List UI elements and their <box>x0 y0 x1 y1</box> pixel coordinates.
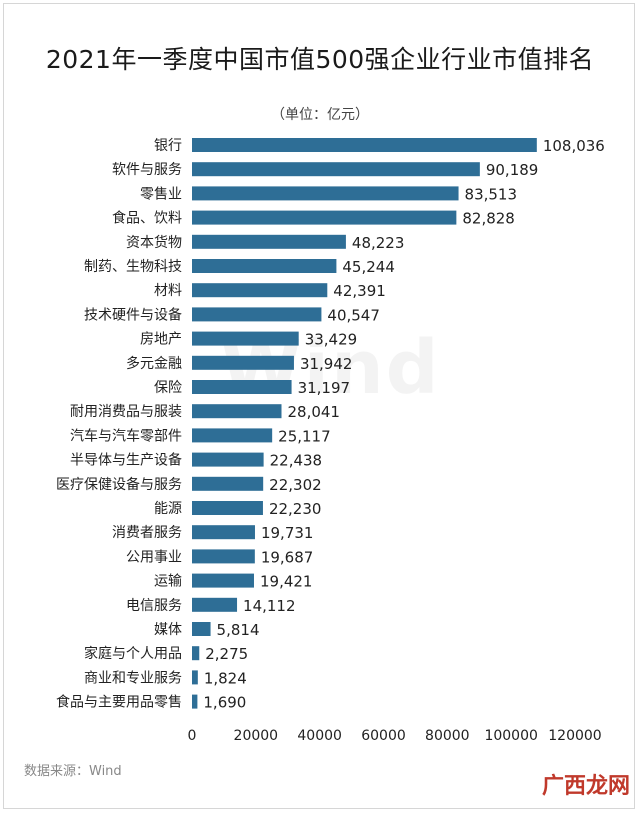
bar-15 <box>192 501 263 515</box>
value-label: 83,513 <box>465 185 518 203</box>
bar-11 <box>192 404 282 419</box>
value-label: 33,429 <box>305 331 358 349</box>
source-note: 数据来源：Wind <box>24 764 122 779</box>
category-label: 商业和专业服务 <box>84 670 182 686</box>
x-tick-label: 60000 <box>361 728 406 744</box>
value-label: 48,223 <box>352 234 405 252</box>
bar-21 <box>192 646 200 661</box>
value-label: 19,731 <box>261 524 314 542</box>
category-label: 材料 <box>154 283 182 299</box>
value-label: 22,230 <box>269 500 322 518</box>
unit-note: （单位：亿元） <box>271 107 369 123</box>
site-watermark: 广西龙网 <box>542 774 631 799</box>
value-label: 90,189 <box>486 161 539 179</box>
bar-14 <box>192 476 264 491</box>
x-tick-label: 80000 <box>425 728 470 744</box>
bar-13 <box>192 452 264 467</box>
value-label: 42,391 <box>333 282 386 300</box>
category-label: 媒体 <box>154 622 182 638</box>
value-label: 2,275 <box>205 645 248 663</box>
bar-8 <box>192 331 299 346</box>
bar-4 <box>192 234 346 249</box>
bar-6 <box>192 283 328 298</box>
value-label: 19,421 <box>260 573 313 591</box>
bar-22 <box>192 670 198 685</box>
category-label: 多元金融 <box>126 355 182 372</box>
x-tick-label: 40000 <box>297 728 342 744</box>
category-label: 消费者服务 <box>112 525 182 541</box>
x-tick-label: 0 <box>188 728 197 744</box>
value-label: 45,244 <box>342 258 395 276</box>
category-label: 半导体与生产设备 <box>70 452 182 469</box>
value-label: 5,814 <box>217 621 260 639</box>
category-label: 医疗保健设备与服务 <box>56 476 182 493</box>
bar-10 <box>192 380 292 394</box>
x-tick-label: 100000 <box>484 728 537 744</box>
category-label: 公用事业 <box>126 549 182 565</box>
value-label: 19,687 <box>261 548 314 566</box>
bar-20 <box>192 622 211 636</box>
category-label: 制药、生物科技 <box>84 259 182 275</box>
bar-3 <box>192 210 457 225</box>
value-label: 22,302 <box>269 476 322 494</box>
category-label: 资本货物 <box>126 234 182 251</box>
value-label: 1,690 <box>203 694 246 712</box>
value-label: 31,197 <box>298 379 351 397</box>
bar-16 <box>192 525 255 540</box>
value-label: 82,828 <box>462 210 515 228</box>
category-label: 家庭与个人用品 <box>84 645 182 662</box>
category-label: 电信服务 <box>126 598 182 614</box>
category-label: 能源 <box>154 501 182 517</box>
x-tick-label: 20000 <box>234 728 279 744</box>
value-label: 31,942 <box>300 355 353 373</box>
bar-0 <box>192 138 537 152</box>
bar-23 <box>192 694 198 709</box>
category-label: 食品与主要用品零售 <box>56 694 182 711</box>
bar-1 <box>192 162 480 177</box>
category-label: 食品、饮料 <box>112 210 182 227</box>
category-label: 运输 <box>154 574 182 590</box>
value-label: 1,824 <box>204 669 247 687</box>
bar-5 <box>192 259 337 273</box>
value-label: 40,547 <box>327 306 380 324</box>
bar-17 <box>192 549 255 564</box>
bar-7 <box>192 307 322 322</box>
bar-9 <box>192 355 294 370</box>
value-label: 14,112 <box>243 597 296 615</box>
x-tick-label: 120000 <box>548 728 601 744</box>
category-label: 零售业 <box>140 186 182 202</box>
bar-19 <box>192 597 238 612</box>
bar-12 <box>192 428 273 443</box>
category-label: 耐用消费品与服装 <box>70 404 182 420</box>
category-label: 软件与服务 <box>112 162 182 178</box>
value-label: 25,117 <box>278 427 331 445</box>
value-label: 22,438 <box>270 452 323 470</box>
bar-2 <box>192 186 459 201</box>
value-label: 28,041 <box>287 403 340 421</box>
category-label: 汽车与汽车零部件 <box>70 427 182 444</box>
category-label: 银行 <box>154 138 182 154</box>
category-label: 技术硬件与设备 <box>84 306 182 323</box>
category-label: 房地产 <box>140 332 182 348</box>
bar-18 <box>192 573 254 588</box>
chart-title: 2021年一季度中国市值500强企业行业市值排名 <box>45 45 595 74</box>
category-label: 保险 <box>154 380 182 396</box>
value-label: 108,036 <box>543 137 605 155</box>
chart-frame <box>3 3 635 809</box>
